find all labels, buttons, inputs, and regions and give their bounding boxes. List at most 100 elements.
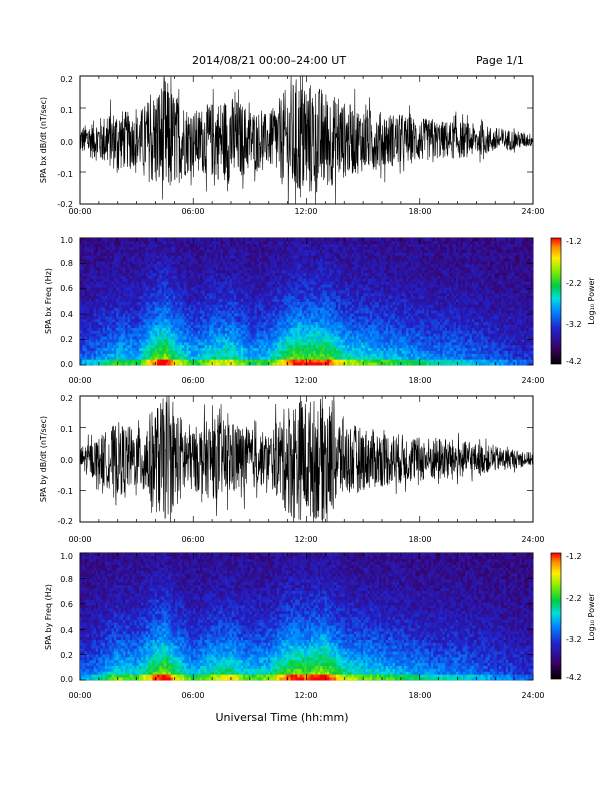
spectrogram-cell [229, 295, 233, 300]
spectrogram-cell [82, 304, 85, 308]
spectrogram-cell [95, 272, 99, 276]
spectrogram-cell [102, 313, 106, 317]
spectrogram-cell [231, 278, 235, 282]
spectrogram-cell [179, 263, 183, 268]
spectrogram-cell [188, 278, 192, 282]
spectrogram-cell [234, 327, 237, 331]
spectrogram-cell [240, 266, 244, 271]
spectrogram-cell [186, 347, 190, 351]
spectrogram-cell [286, 313, 289, 317]
spectrogram-cell [157, 295, 160, 300]
spectrogram-cell [308, 252, 312, 256]
spectrogram-cell [274, 347, 278, 351]
spectrogram-cell [215, 295, 219, 300]
spectrogram-cell [86, 307, 90, 311]
spectrogram-cell [236, 341, 239, 346]
spectrogram-cell [123, 249, 126, 253]
spectrogram-cell [311, 330, 314, 334]
spectrogram-cell [220, 284, 224, 288]
spectrogram-cell [286, 278, 289, 282]
spectrogram-cell [304, 344, 307, 349]
spectrogram-cell [184, 359, 187, 363]
spectrogram-cell [313, 327, 316, 331]
spectrogram-cell [150, 333, 153, 337]
spectrogram-cell [279, 344, 282, 349]
spectrogram-cell [252, 350, 255, 354]
spectrogram-cell [224, 272, 228, 276]
spectrogram-cell [136, 263, 140, 268]
spectrogram-cell [320, 263, 323, 268]
spectrogram-cell [145, 307, 149, 311]
spectrogram-cell [145, 362, 149, 366]
spectrogram-cell [209, 263, 212, 268]
spectrogram-cell [163, 330, 167, 334]
y-tick-label: -0.2 [57, 200, 73, 209]
spectrogram-cell [313, 292, 316, 297]
spectrogram-cell [175, 266, 178, 271]
spectrogram-cell [193, 272, 196, 276]
spectrogram-cell [311, 240, 314, 245]
spectrogram-cell [91, 258, 94, 262]
spectrogram-cell [218, 353, 221, 357]
spectrogram-cell [188, 261, 192, 265]
spectrogram-cell [102, 246, 106, 250]
spectrogram-cell [320, 362, 323, 366]
spectrogram-cell [152, 246, 156, 250]
spectrogram-cell [102, 301, 106, 305]
spectrogram-cell [109, 246, 113, 250]
spectrogram-cell [84, 307, 88, 311]
spectrogram-cell [324, 284, 328, 288]
spectrogram-cell [166, 258, 169, 262]
spectrogram-cell [331, 362, 335, 366]
spectrogram-cell [186, 269, 190, 274]
spectrogram-cell [326, 289, 330, 294]
spectrogram-cell [95, 269, 99, 274]
spectrogram-cell [197, 298, 201, 302]
spectrogram-cell [263, 310, 267, 314]
spectrogram-cell [134, 266, 138, 271]
spectrogram-cell [331, 327, 335, 331]
spectrogram-cell [301, 344, 305, 349]
spectrogram-cell [308, 330, 312, 334]
spectrogram-cell [168, 275, 172, 279]
spectrogram-cell [256, 341, 260, 346]
spectrogram-cell [100, 350, 104, 354]
spectrogram-cell [274, 324, 278, 328]
spectrogram-cell [186, 289, 190, 294]
spectrogram-cell [170, 353, 174, 357]
spectrogram-cell [231, 313, 235, 317]
spectrogram-cell [311, 321, 314, 325]
spectrogram-cell [308, 347, 312, 351]
spectrogram-cell [197, 295, 201, 300]
spectrogram-cell [254, 304, 258, 308]
spectrogram-cell [306, 275, 310, 279]
spectrogram-cell [329, 249, 332, 253]
spectrogram-cell [152, 313, 156, 317]
spectrogram-cell [136, 341, 140, 346]
spectrogram-cell [272, 344, 276, 349]
spectrogram-cell [245, 350, 249, 354]
spectrogram-cell [209, 362, 212, 366]
spectrogram-cell [286, 310, 289, 314]
spectrogram-cell [84, 278, 88, 282]
spectrogram-cell [268, 295, 271, 300]
spectrogram-cell [175, 350, 178, 354]
spectrogram-cell [170, 287, 174, 291]
spectrogram-cell [317, 307, 321, 311]
spectrogram-cell [143, 249, 147, 253]
spectrogram-cell [190, 313, 194, 317]
spectrogram-cell [172, 275, 176, 279]
spectrogram-cell [274, 263, 278, 268]
spectrogram-cell [175, 243, 178, 248]
spectrogram-cell [288, 315, 292, 320]
spectrogram-cell [306, 347, 310, 351]
spectrogram-cell [288, 258, 292, 262]
spectrogram-cell [324, 310, 328, 314]
spectrogram-cell [113, 252, 117, 256]
spectrogram-cell [111, 249, 115, 253]
spectrogram-cell [129, 298, 133, 302]
spectrogram-cell [326, 246, 330, 250]
spectrogram-cell [98, 258, 101, 262]
spectrogram-cell [197, 318, 201, 323]
spectrogram-cell [279, 301, 282, 305]
